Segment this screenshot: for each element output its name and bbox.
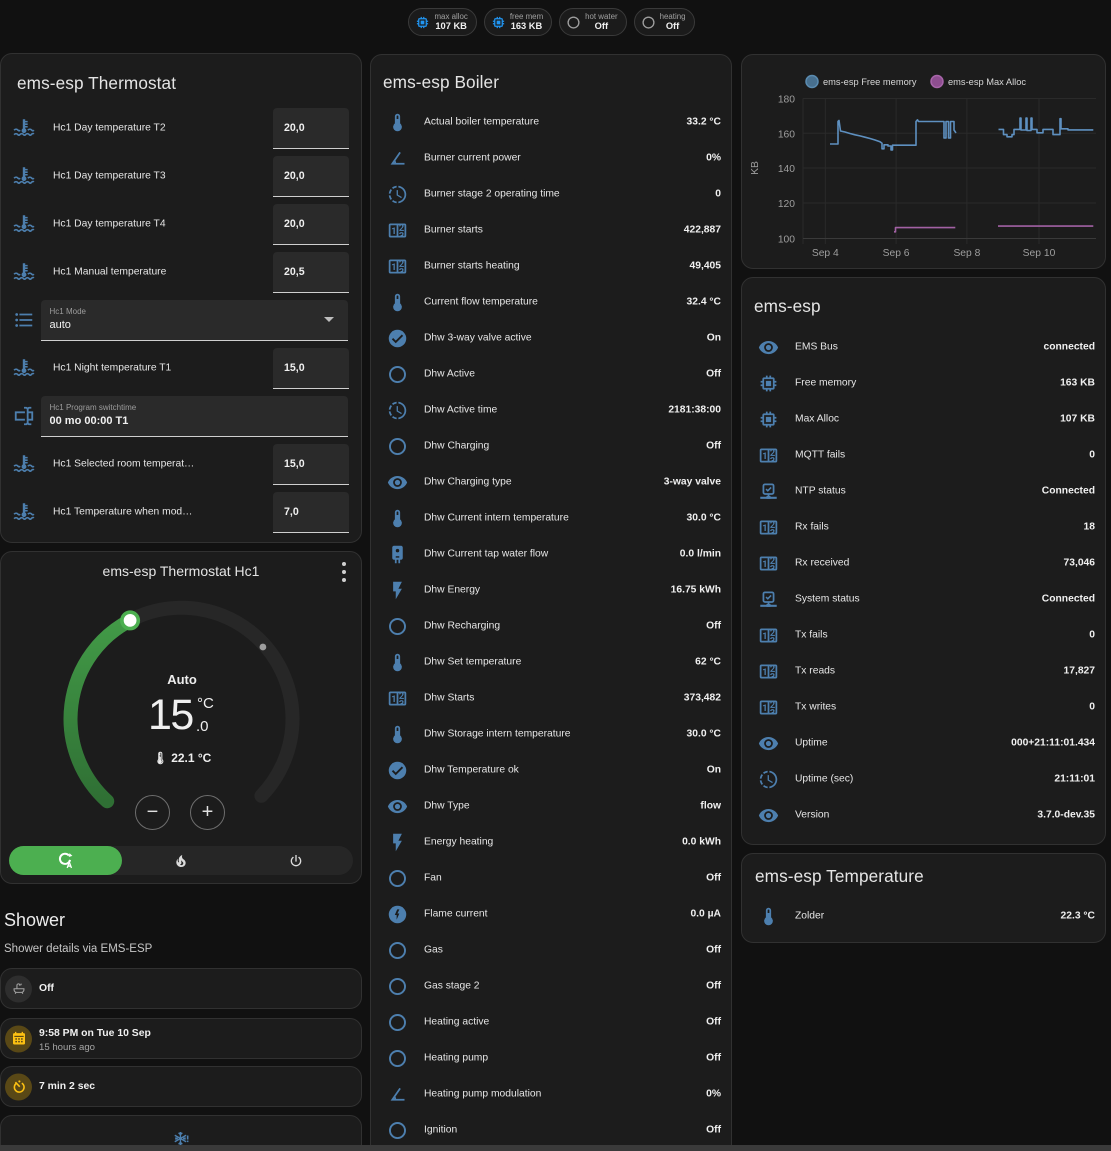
svg-text:120: 120 <box>778 199 795 210</box>
svg-text:180: 180 <box>778 95 795 106</box>
svg-text:KB: KB <box>750 161 761 175</box>
svg-text:Sep 8: Sep 8 <box>953 248 980 259</box>
svg-text:Sep 6: Sep 6 <box>883 248 910 259</box>
svg-text:160: 160 <box>778 129 795 140</box>
svg-text:ems-esp Free memory: ems-esp Free memory <box>823 77 917 87</box>
svg-text:100: 100 <box>778 235 795 246</box>
svg-text:ems-esp Max Alloc: ems-esp Max Alloc <box>948 77 1026 87</box>
svg-text:Sep 10: Sep 10 <box>1023 248 1056 259</box>
svg-text:140: 140 <box>778 164 795 175</box>
svg-text:Sep 4: Sep 4 <box>812 248 839 259</box>
